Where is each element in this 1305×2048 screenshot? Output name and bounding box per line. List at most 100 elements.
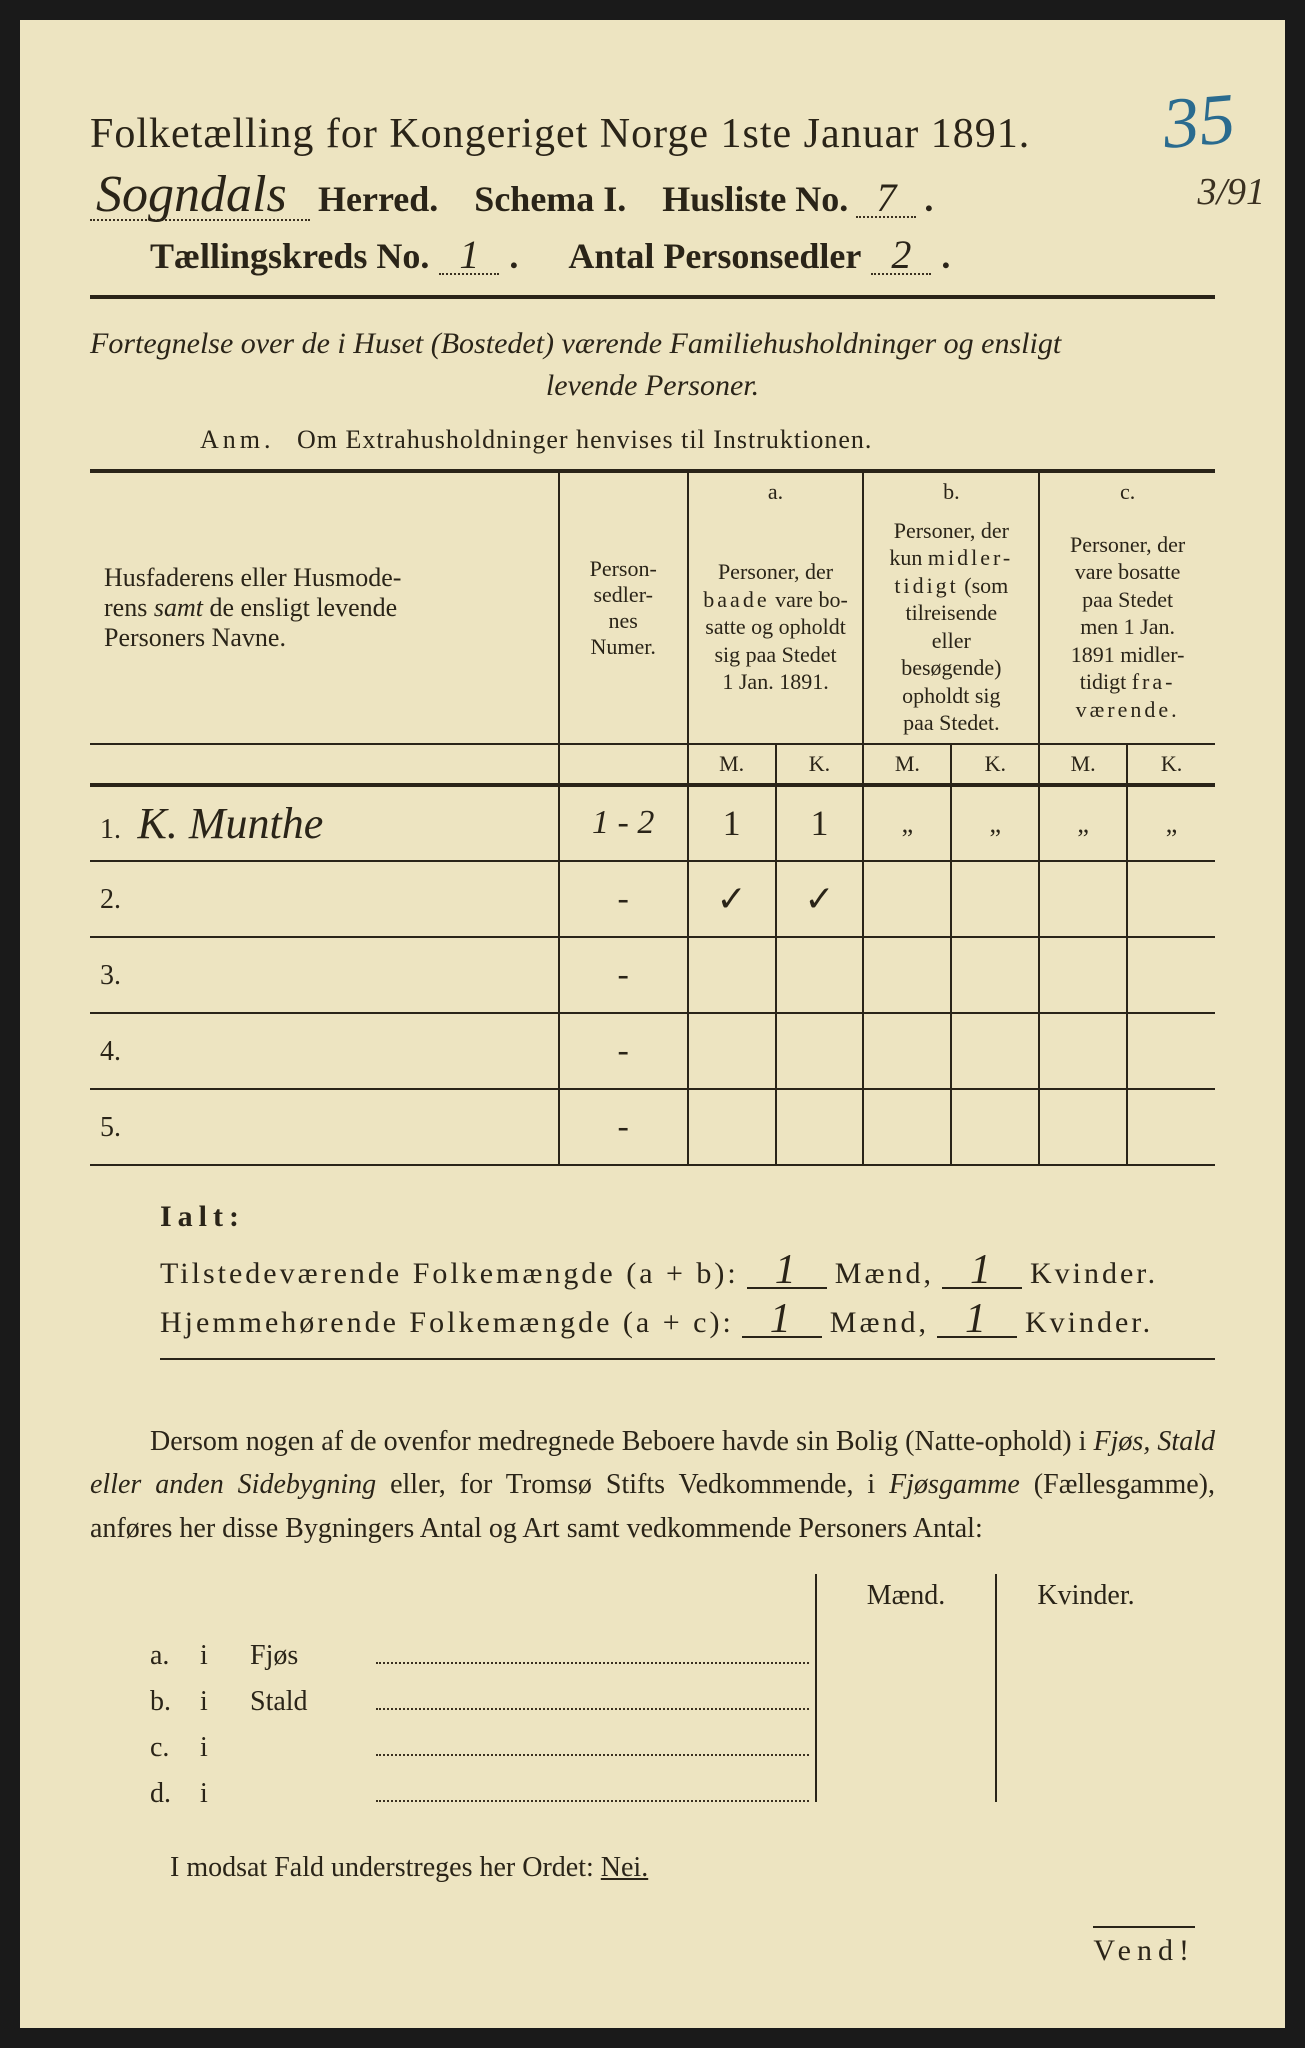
table-row: 4. - bbox=[90, 1013, 1215, 1089]
row-name-cell: 3. bbox=[90, 937, 559, 1013]
col-header-c-text: Personer, dervare bosattepaa Stedetmen 1… bbox=[1039, 511, 1215, 744]
col-header-name: Husfaderens eller Husmode-rens samt de e… bbox=[90, 471, 559, 744]
row-a-k: 1 bbox=[776, 785, 864, 861]
kreds-label: Tællingskreds No. bbox=[150, 235, 429, 277]
table-row: 1. K. Munthe 1 - 2 1 1 „ „ „ „ bbox=[90, 785, 1215, 861]
bldg-m-cell bbox=[815, 1664, 995, 1710]
bldg-i: i bbox=[200, 1732, 250, 1764]
kreds-line: Tællingskreds No. 1 . Antal Personsedler… bbox=[90, 235, 1215, 277]
col-header-b-text: Personer, derkun midler-tidigt (somtilre… bbox=[863, 511, 1039, 744]
bldg-k-cell bbox=[995, 1756, 1175, 1802]
mk-header: M. bbox=[1039, 744, 1127, 785]
bldg-i: i bbox=[200, 1686, 250, 1718]
bldg-lab: b. bbox=[140, 1686, 200, 1718]
mk-header: M. bbox=[863, 744, 951, 785]
antal-label: Antal Personsedler bbox=[568, 235, 861, 277]
row-c-m bbox=[1039, 937, 1127, 1013]
row-c-m bbox=[1039, 861, 1127, 937]
total-present-m: 1 bbox=[747, 1254, 827, 1290]
row-b-m bbox=[863, 1089, 951, 1165]
dotted-line bbox=[376, 1646, 809, 1664]
bldg-type: Stald bbox=[250, 1686, 370, 1718]
anm-prefix: Anm. bbox=[200, 425, 275, 454]
outbuilding-row: a. i Fjøs bbox=[140, 1618, 1175, 1664]
table-row: 3. - bbox=[90, 937, 1215, 1013]
row-a-k bbox=[776, 1013, 864, 1089]
subtitle-line1: Fortegnelse over de i Huset (Bostedet) v… bbox=[90, 327, 1061, 360]
row-num-cell: - bbox=[559, 1089, 688, 1165]
row-b-k bbox=[951, 1089, 1039, 1165]
row-a-m: ✓ bbox=[688, 861, 776, 937]
bldg-lab: d. bbox=[140, 1778, 200, 1810]
row-a-k bbox=[776, 937, 864, 1013]
husliste-value: 7 bbox=[856, 180, 916, 218]
row-name-cell: 2. bbox=[90, 861, 559, 937]
row-c-k bbox=[1127, 1013, 1215, 1089]
bldg-lab: a. bbox=[140, 1640, 200, 1672]
bldg-i: i bbox=[200, 1640, 250, 1672]
bldg-m-cell bbox=[815, 1618, 995, 1664]
divider bbox=[160, 1358, 1215, 1360]
ialt-label: Ialt: bbox=[160, 1200, 1215, 1234]
mk-header: M. bbox=[688, 744, 776, 785]
kvinder-label: Kvinder. bbox=[1025, 1306, 1153, 1340]
col-header-b-label: b. bbox=[863, 471, 1039, 511]
row-b-m bbox=[863, 1013, 951, 1089]
bldg-m-cell bbox=[815, 1710, 995, 1756]
row-num-cell: - bbox=[559, 937, 688, 1013]
outbuilding-header: Mænd. Kvinder. bbox=[140, 1574, 1175, 1618]
total-resident-label: Hjemmehørende Folkemængde (a + c): bbox=[160, 1306, 734, 1340]
bldg-k-cell bbox=[995, 1710, 1175, 1756]
subtitle: Fortegnelse over de i Huset (Bostedet) v… bbox=[90, 323, 1215, 407]
dot: . bbox=[924, 178, 933, 220]
maend-label: Mænd, bbox=[835, 1257, 934, 1291]
dot: . bbox=[509, 235, 518, 277]
outbuilding-head-k: Kvinder. bbox=[995, 1574, 1175, 1618]
row-c-m: „ bbox=[1039, 785, 1127, 861]
mk-header: K. bbox=[776, 744, 864, 785]
row-name-cell: 4. bbox=[90, 1013, 559, 1089]
total-resident-m: 1 bbox=[742, 1303, 822, 1339]
row-a-m bbox=[688, 937, 776, 1013]
col-header-a-label: a. bbox=[688, 471, 864, 511]
mk-header: K. bbox=[1127, 744, 1215, 785]
dotted-line bbox=[376, 1738, 809, 1756]
col-header-a-text: Personer, derbaade vare bo-satte og opho… bbox=[688, 511, 864, 744]
census-form-page: 35 3/91 Folketælling for Kongeriget Norg… bbox=[20, 20, 1285, 2028]
row-b-k: „ bbox=[951, 785, 1039, 861]
nei-word: Nei. bbox=[601, 1852, 648, 1883]
row-a-k: ✓ bbox=[776, 861, 864, 937]
herred-value: Sogndals bbox=[90, 172, 310, 221]
row-b-k bbox=[951, 861, 1039, 937]
handwritten-corner-number: 35 bbox=[1160, 77, 1239, 166]
row-b-m: „ bbox=[863, 785, 951, 861]
row-a-m: 1 bbox=[688, 785, 776, 861]
mk-header: K. bbox=[951, 744, 1039, 785]
totals-block: Ialt: Tilstedeværende Folkemængde (a + b… bbox=[160, 1200, 1215, 1360]
total-line-present: Tilstedeværende Folkemængde (a + b): 1 M… bbox=[160, 1254, 1215, 1291]
dot: . bbox=[941, 235, 950, 277]
total-line-resident: Hjemmehørende Folkemængde (a + c): 1 Mæn… bbox=[160, 1303, 1215, 1340]
kvinder-label: Kvinder. bbox=[1030, 1257, 1158, 1291]
anm-text: Om Extrahusholdninger henvises til Instr… bbox=[297, 425, 872, 454]
row-b-m bbox=[863, 937, 951, 1013]
outbuilding-paragraph: Dersom nogen af de ovenfor medregnede Be… bbox=[90, 1420, 1215, 1550]
total-resident-k: 1 bbox=[937, 1303, 1017, 1339]
dotted-line bbox=[376, 1784, 809, 1802]
total-present-k: 1 bbox=[942, 1254, 1022, 1290]
row-c-k bbox=[1127, 861, 1215, 937]
bldg-lab: c. bbox=[140, 1732, 200, 1764]
row-b-m bbox=[863, 861, 951, 937]
divider bbox=[90, 295, 1215, 299]
row-name-cell: 1. K. Munthe bbox=[90, 785, 559, 861]
husliste-label: Husliste No. bbox=[662, 178, 848, 220]
bldg-type: Fjøs bbox=[250, 1640, 370, 1672]
bldg-m-cell bbox=[815, 1756, 995, 1802]
dotted-line bbox=[376, 1692, 809, 1710]
antal-value: 2 bbox=[871, 237, 931, 275]
herred-label: Herred. bbox=[318, 178, 438, 220]
row-b-k bbox=[951, 937, 1039, 1013]
kreds-value: 1 bbox=[439, 237, 499, 275]
row-c-k: „ bbox=[1127, 785, 1215, 861]
subtitle-line2: levende Personer. bbox=[90, 365, 1215, 407]
